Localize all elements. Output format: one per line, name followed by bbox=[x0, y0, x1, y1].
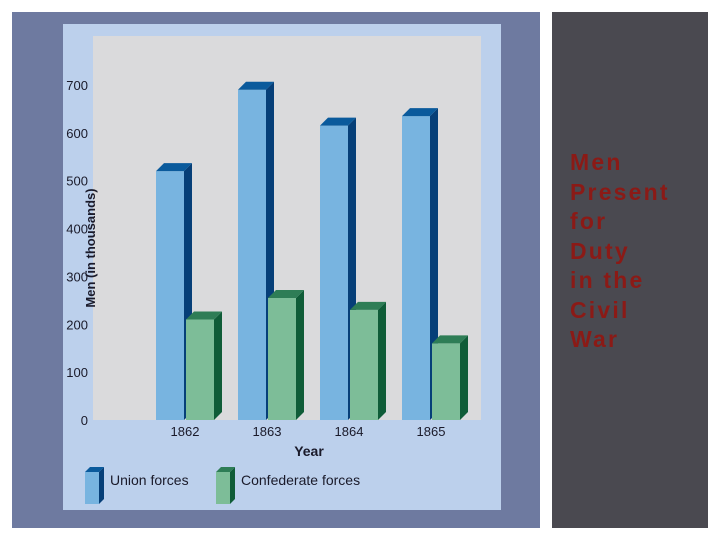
bar-confederate-1864 bbox=[350, 309, 378, 420]
bar-top-union-1864 bbox=[320, 117, 356, 126]
legend-label-confederate: Confederate forces bbox=[241, 472, 360, 488]
bar-confederate-1862 bbox=[186, 319, 214, 420]
bar-top-union-1862 bbox=[156, 163, 192, 172]
legend-swatch-top-confederate bbox=[216, 467, 235, 472]
x-tick-label: 1863 bbox=[253, 424, 282, 439]
bar-confederate-1865 bbox=[432, 343, 460, 420]
y-tick-label: 0 bbox=[81, 413, 88, 428]
chart-panel: 0 100 200 300 400 500 600 700 1862 1863 1864 1865 … bbox=[63, 24, 501, 510]
bar-top-confederate-1864 bbox=[350, 301, 386, 310]
slide-title: Men Present for Duty in the Civil War bbox=[570, 149, 670, 352]
bar-side-confederate-1862 bbox=[214, 311, 222, 420]
bar-confederate-1863 bbox=[268, 297, 296, 420]
bar-top-confederate-1863 bbox=[268, 289, 304, 298]
legend-swatch-confederate bbox=[216, 472, 230, 504]
bar-top-union-1865 bbox=[402, 108, 438, 117]
y-tick-label: 500 bbox=[66, 174, 88, 189]
bar-top-confederate-1862 bbox=[186, 311, 222, 320]
chart-legend: Union forces Confederate forces bbox=[85, 467, 360, 504]
bar-side-confederate-1863 bbox=[296, 289, 304, 420]
y-tick-label: 600 bbox=[66, 126, 88, 141]
legend-swatch-top-union bbox=[85, 467, 104, 472]
legend-label-union: Union forces bbox=[110, 472, 189, 488]
bars bbox=[156, 81, 468, 421]
y-tick-label: 200 bbox=[66, 317, 88, 332]
y-tick-label: 400 bbox=[66, 222, 88, 237]
bar-top-confederate-1865 bbox=[432, 335, 468, 344]
bar-side-confederate-1865 bbox=[460, 335, 468, 420]
x-tick-label: 1865 bbox=[417, 424, 446, 439]
legend-swatch-side-union bbox=[99, 467, 104, 504]
legend-swatch-side-confederate bbox=[230, 467, 235, 504]
y-tick-label: 100 bbox=[66, 365, 88, 380]
y-tick-label: 700 bbox=[66, 78, 88, 93]
y-tick-label: 300 bbox=[66, 269, 88, 284]
y-axis-label: Men (in thousands) bbox=[83, 188, 98, 307]
bar-union-1865 bbox=[402, 116, 430, 421]
title-panel: Men Present for Duty in the Civil War bbox=[552, 12, 708, 528]
bar-union-1862 bbox=[156, 171, 184, 420]
bar-union-1863 bbox=[238, 89, 266, 421]
x-tick-label: 1864 bbox=[335, 424, 364, 439]
x-axis-label: Year bbox=[294, 443, 324, 459]
bar-side-confederate-1864 bbox=[378, 301, 386, 420]
bar-union-1864 bbox=[320, 125, 348, 420]
x-tick-label: 1862 bbox=[171, 424, 200, 439]
bar-top-union-1863 bbox=[238, 81, 274, 90]
y-axis-ticks: 0 100 200 300 400 500 600 700 bbox=[66, 78, 88, 428]
x-axis-ticks: 1862 1863 1864 1865 bbox=[171, 424, 446, 439]
legend-swatch-union bbox=[85, 472, 99, 504]
